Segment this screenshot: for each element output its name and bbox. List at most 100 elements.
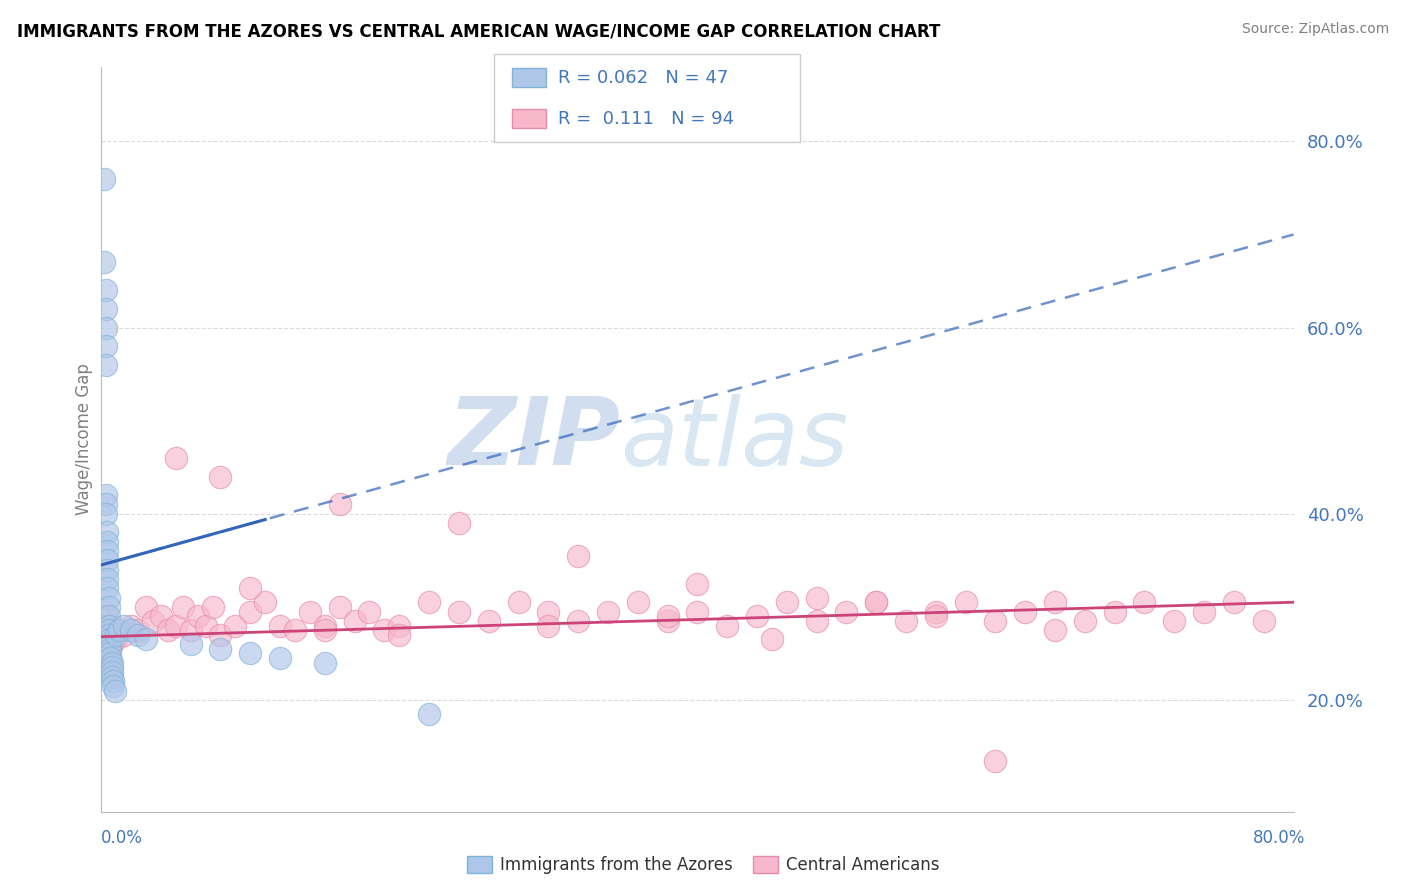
Point: [172, 599, 194, 614]
Point: [98, 632, 121, 647]
Point: [1253, 614, 1275, 628]
Point: [984, 614, 1007, 628]
Point: [142, 614, 165, 628]
Point: [120, 618, 142, 632]
Point: [537, 605, 560, 619]
Point: [180, 637, 202, 651]
Point: [761, 632, 783, 647]
Point: [329, 599, 352, 614]
Point: [98, 647, 121, 661]
Point: [94, 507, 117, 521]
Point: [776, 595, 799, 609]
Point: [925, 605, 948, 619]
Point: [657, 609, 679, 624]
Point: [112, 628, 135, 642]
Point: [224, 618, 246, 632]
Point: [1163, 614, 1185, 628]
Point: [806, 591, 828, 605]
Point: [94, 488, 117, 502]
Point: [508, 595, 530, 609]
Point: [149, 609, 172, 624]
Point: [100, 637, 122, 651]
Point: [94, 320, 117, 334]
Point: [894, 614, 917, 628]
Text: IMMIGRANTS FROM THE AZORES VS CENTRAL AMERICAN WAGE/INCOME GAP CORRELATION CHART: IMMIGRANTS FROM THE AZORES VS CENTRAL AM…: [17, 22, 941, 40]
Point: [96, 563, 118, 577]
Point: [1014, 605, 1036, 619]
Point: [165, 618, 187, 632]
Point: [329, 498, 352, 512]
Point: [94, 283, 117, 297]
Point: [97, 628, 120, 642]
Point: [97, 618, 120, 632]
Point: [100, 656, 122, 670]
Point: [478, 614, 501, 628]
Point: [98, 651, 121, 665]
Point: [98, 651, 121, 665]
Point: [1104, 605, 1126, 619]
Point: [314, 618, 336, 632]
Point: [104, 628, 127, 642]
Point: [94, 618, 117, 632]
Point: [388, 618, 411, 632]
Point: [98, 632, 121, 647]
Point: [100, 660, 122, 674]
Point: [239, 582, 262, 596]
Point: [96, 637, 118, 651]
Point: [96, 572, 118, 586]
Point: [157, 623, 180, 637]
Point: [209, 469, 232, 483]
Point: [373, 623, 395, 637]
Point: [96, 582, 118, 596]
Point: [97, 628, 120, 642]
Text: atlas: atlas: [620, 393, 848, 485]
Point: [165, 450, 187, 465]
Point: [98, 637, 121, 651]
Point: [120, 623, 142, 637]
Point: [108, 623, 131, 637]
Point: [537, 618, 560, 632]
Point: [447, 605, 470, 619]
Point: [239, 605, 262, 619]
Point: [596, 605, 619, 619]
Point: [96, 628, 118, 642]
Point: [94, 358, 117, 372]
Point: [98, 641, 121, 656]
Point: [314, 656, 336, 670]
Point: [93, 255, 115, 269]
Point: [96, 525, 118, 540]
Point: [98, 623, 121, 637]
Point: [418, 706, 440, 721]
Point: [657, 614, 679, 628]
Point: [1043, 623, 1066, 637]
Point: [97, 623, 120, 637]
Point: [97, 609, 120, 624]
Point: [955, 595, 977, 609]
Point: [359, 605, 381, 619]
Point: [101, 632, 124, 647]
Point: [101, 674, 124, 689]
Point: [100, 618, 122, 632]
Point: [447, 516, 470, 530]
Point: [96, 618, 118, 632]
Point: [96, 553, 118, 567]
Text: R =  0.111   N = 94: R = 0.111 N = 94: [558, 110, 734, 128]
Point: [209, 641, 232, 656]
Point: [187, 609, 209, 624]
Point: [388, 628, 411, 642]
Point: [93, 171, 115, 186]
Point: [96, 534, 118, 549]
Point: [105, 632, 128, 647]
Point: [1133, 595, 1156, 609]
Point: [925, 609, 948, 624]
Text: 80.0%: 80.0%: [1253, 829, 1305, 847]
Point: [194, 618, 217, 632]
Point: [567, 549, 589, 563]
Point: [100, 628, 122, 642]
Point: [627, 595, 650, 609]
Text: R = 0.062   N = 47: R = 0.062 N = 47: [558, 69, 728, 87]
Point: [567, 614, 589, 628]
Point: [100, 670, 122, 684]
Point: [94, 339, 117, 353]
Point: [1192, 605, 1215, 619]
